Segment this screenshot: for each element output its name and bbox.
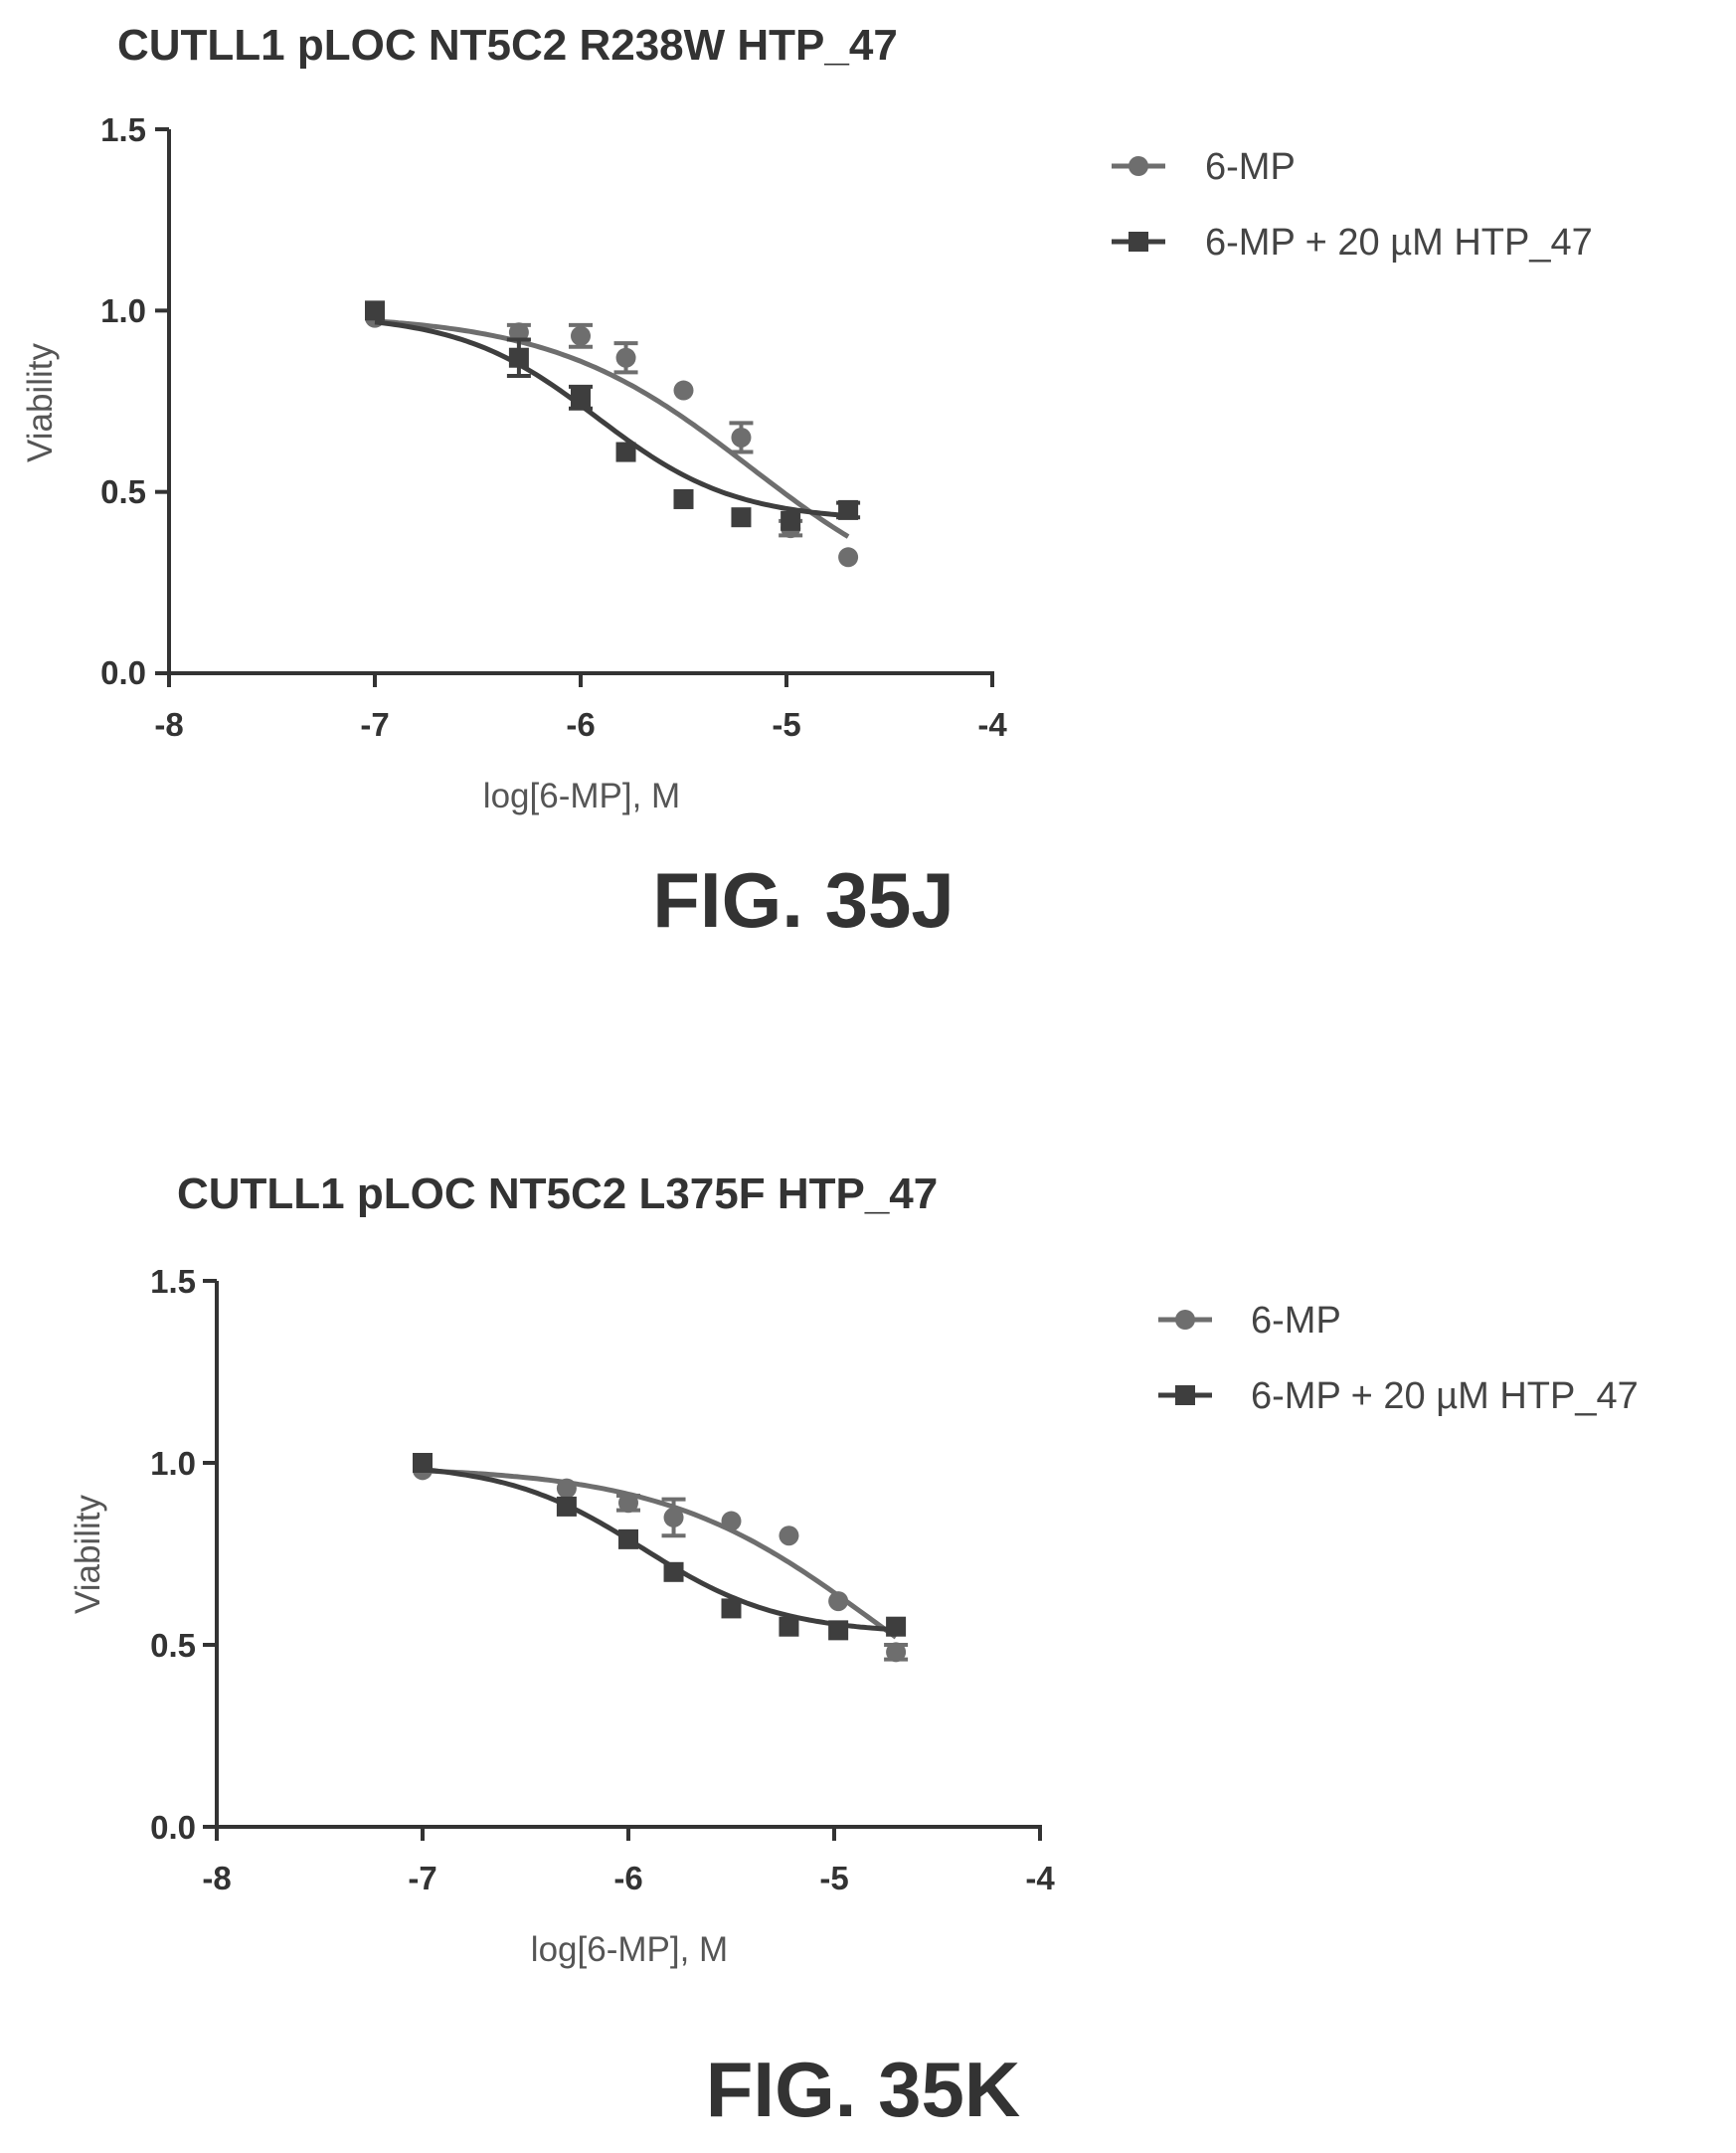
data-point-square bbox=[781, 510, 801, 531]
data-point-circle bbox=[838, 547, 859, 568]
legend-item-6-mp-htp47: 6-MP + 20 µM HTP_47 bbox=[1158, 1375, 1639, 1417]
data-point-circle bbox=[731, 427, 752, 448]
y-tick-label: 0.0 bbox=[100, 654, 146, 691]
data-point-circle bbox=[615, 347, 636, 368]
x-tick-label: -8 bbox=[154, 706, 183, 743]
legend-item-6-mp: 6-MP bbox=[1112, 146, 1296, 188]
legend-item-6-mp: 6-MP bbox=[1158, 1300, 1341, 1342]
legend-label: 6-MP bbox=[1205, 146, 1296, 188]
x-tick-label: -7 bbox=[408, 1860, 436, 1896]
figure-label: FIG. 35J bbox=[652, 856, 954, 944]
data-point-square bbox=[413, 1453, 433, 1473]
plot-area bbox=[155, 127, 994, 687]
fit-curve-6-mp bbox=[374, 318, 850, 539]
fit-curve-6-mp bbox=[422, 1468, 898, 1640]
x-axis-title: log[6-MP], M bbox=[531, 1930, 728, 1969]
chart-title: CUTLL1 pLOC NT5C2 R238W HTP_47 bbox=[117, 21, 898, 70]
legend-square-marker-icon bbox=[1128, 232, 1148, 252]
data-point-square bbox=[508, 347, 529, 368]
data-point-square bbox=[618, 1528, 638, 1549]
plot-area bbox=[203, 1279, 1042, 1841]
x-axis-title: log[6-MP], M bbox=[483, 777, 680, 815]
data-point-square bbox=[556, 1496, 577, 1517]
y-tick-label: 1.0 bbox=[100, 292, 146, 329]
y-tick-label: 0.5 bbox=[100, 473, 146, 510]
fit-curve-6-mp-htp47 bbox=[422, 1467, 897, 1633]
x-tick-label: -8 bbox=[202, 1860, 231, 1896]
data-point-circle bbox=[508, 322, 529, 343]
x-tick-label: -6 bbox=[613, 1860, 642, 1896]
legend-label: 6-MP + 20 µM HTP_47 bbox=[1251, 1375, 1639, 1417]
data-point-circle bbox=[663, 1507, 684, 1527]
data-point-square bbox=[663, 1561, 684, 1582]
y-tick-label: 1.0 bbox=[150, 1445, 196, 1482]
y-tick-label: 1.5 bbox=[150, 1263, 196, 1300]
y-tick-label: 0.5 bbox=[150, 1627, 196, 1664]
data-point-square bbox=[673, 488, 694, 509]
data-point-circle bbox=[556, 1478, 577, 1499]
data-point-square bbox=[721, 1598, 742, 1619]
y-tick-label: 1.5 bbox=[100, 111, 146, 148]
y-tick-label: 0.0 bbox=[150, 1809, 196, 1846]
fit-curve-6-mp-htp47 bbox=[374, 319, 849, 519]
data-point-square bbox=[828, 1620, 849, 1641]
data-point-square bbox=[779, 1616, 799, 1637]
legend-label: 6-MP bbox=[1251, 1300, 1341, 1342]
data-point-square bbox=[886, 1616, 907, 1637]
data-point-circle bbox=[886, 1642, 907, 1663]
legend: 6-MP 6-MP + 20 µM HTP_47 bbox=[1112, 146, 1593, 264]
data-point-square bbox=[571, 387, 591, 408]
x-tick-label: -4 bbox=[977, 706, 1007, 743]
legend-circle-marker-icon bbox=[1128, 156, 1148, 176]
chart-panel-35k: CUTLL1 pLOC NT5C2 L375F HTP_47 1.5 1.0 0… bbox=[69, 1169, 1639, 2133]
data-point-circle bbox=[673, 380, 694, 401]
x-tick-label: -5 bbox=[772, 706, 800, 743]
data-point-square bbox=[365, 300, 385, 321]
data-point-circle bbox=[618, 1493, 638, 1514]
x-tick-label: -5 bbox=[819, 1860, 848, 1896]
data-point-circle bbox=[779, 1525, 799, 1546]
legend-square-marker-icon bbox=[1175, 1385, 1195, 1405]
data-point-circle bbox=[721, 1511, 742, 1531]
legend-label: 6-MP + 20 µM HTP_47 bbox=[1205, 222, 1593, 264]
data-point-square bbox=[731, 507, 752, 528]
legend-circle-marker-icon bbox=[1175, 1310, 1195, 1330]
y-axis-title: Viability bbox=[69, 1495, 107, 1614]
x-tick-label: -6 bbox=[566, 706, 595, 743]
data-point-circle bbox=[571, 325, 591, 346]
legend-item-6-mp-htp47: 6-MP + 20 µM HTP_47 bbox=[1112, 222, 1593, 264]
data-point-circle bbox=[828, 1591, 849, 1612]
data-point-square bbox=[615, 442, 636, 462]
legend: 6-MP 6-MP + 20 µM HTP_47 bbox=[1158, 1300, 1639, 1417]
figure-label: FIG. 35K bbox=[706, 2046, 1020, 2133]
chart-panel-35j: CUTLL1 pLOC NT5C2 R238W HTP_47 1.5 1.0 0… bbox=[21, 21, 1593, 944]
data-point-square bbox=[838, 499, 859, 520]
y-axis-title: Viability bbox=[21, 343, 60, 462]
chart-title: CUTLL1 pLOC NT5C2 L375F HTP_47 bbox=[177, 1169, 938, 1218]
x-tick-label: -7 bbox=[360, 706, 389, 743]
x-tick-label: -4 bbox=[1025, 1860, 1055, 1896]
